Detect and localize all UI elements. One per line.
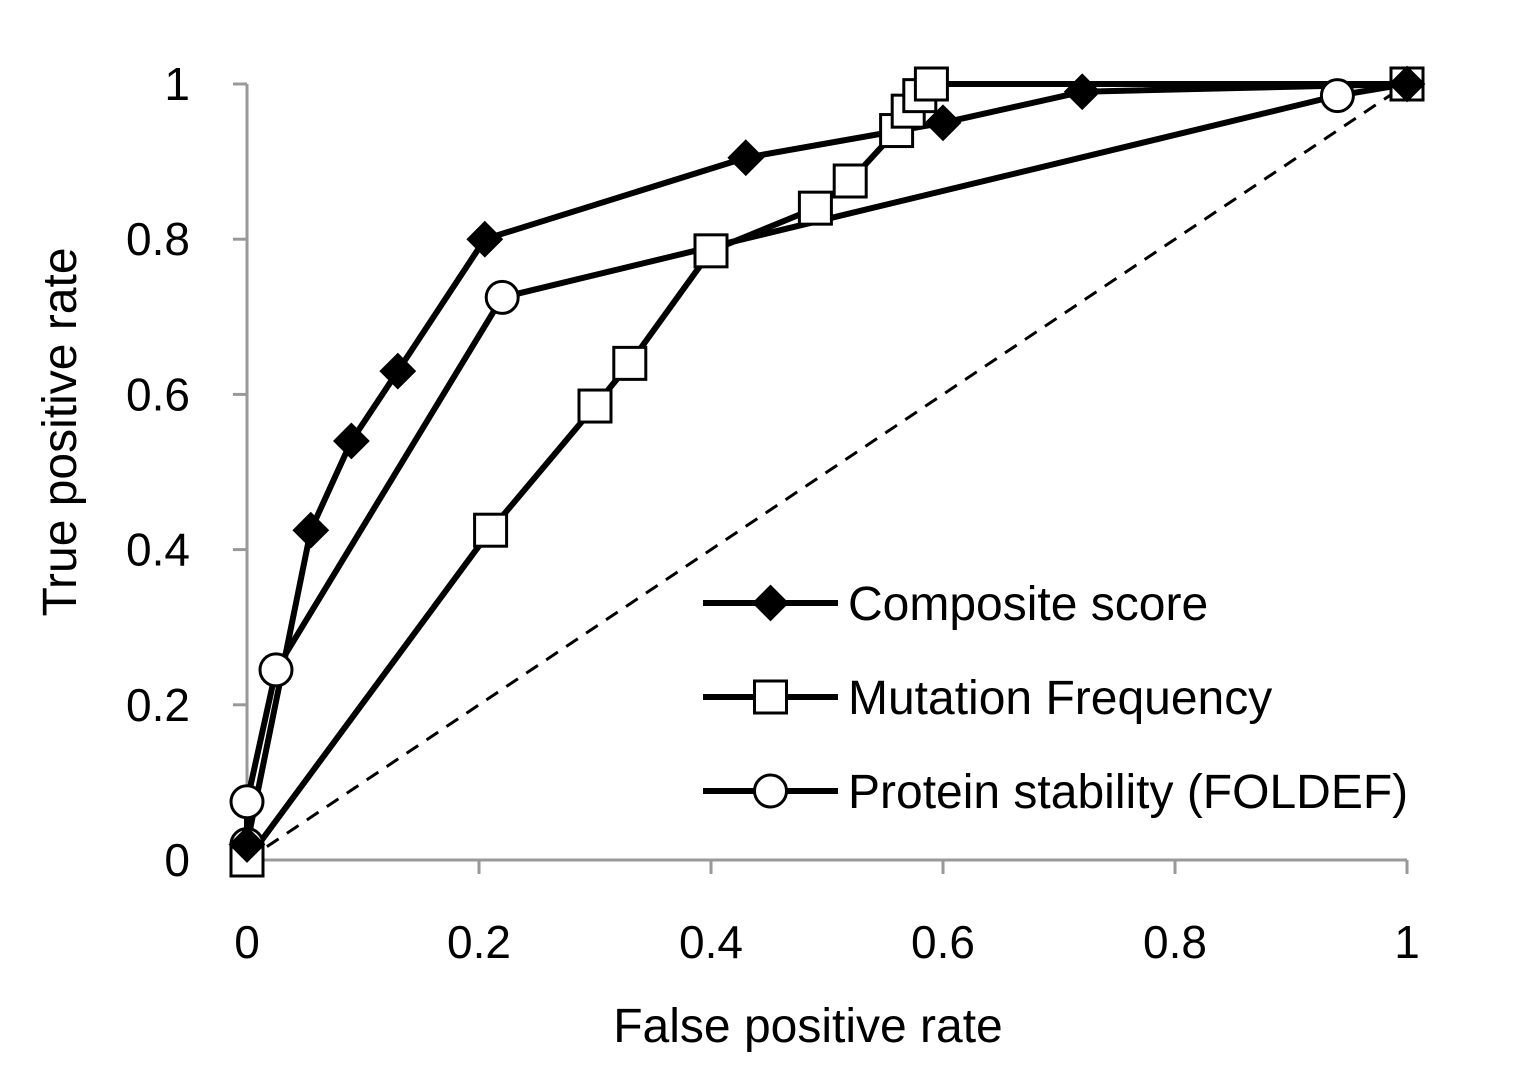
mutation-frequency-point — [473, 512, 509, 548]
legend-marker — [753, 679, 788, 715]
mutation-frequency-point — [797, 190, 833, 226]
mutation-frequency-point — [913, 66, 949, 102]
x-axis-title: False positive rate — [613, 1000, 1003, 1053]
x-tick-label: 1 — [1394, 916, 1420, 968]
x-tick-label: 0 — [234, 916, 260, 968]
legend-item-mutation-frequency: Mutation Frequency — [703, 672, 1272, 725]
composite-score-point — [292, 511, 330, 549]
composite-score-point — [1388, 65, 1426, 103]
protein-stability-foldef-points — [229, 66, 1425, 862]
y-tick-label: 0.6 — [126, 368, 190, 420]
mutation-frequency-point — [693, 233, 729, 269]
composite-score-point — [924, 104, 962, 142]
legend-label: Mutation Frequency — [848, 672, 1272, 725]
legend-item-composite-score: Composite score — [703, 578, 1208, 631]
y-tick-label: 0.2 — [126, 679, 190, 731]
mutation-frequency-point — [612, 345, 648, 381]
x-tick-label: 0.6 — [911, 916, 975, 968]
y-tick-label: 0.8 — [126, 213, 190, 265]
protein-stability-foldef-point — [484, 279, 520, 315]
tick-labels: 0 0.2 0.4 0.6 0.8 1 0 0.2 0.4 0.6 0.8 1 — [126, 58, 1420, 968]
y-tick-label: 0 — [164, 834, 190, 886]
diagonal-reference-line — [246, 82, 1408, 862]
composite-score-point — [379, 352, 417, 390]
composite-score-point — [1063, 73, 1101, 111]
composite-score-point — [332, 422, 370, 460]
legend: Composite score Mutation Frequency Protein… — [703, 578, 1408, 819]
mutation-frequency-point — [832, 163, 868, 199]
protein-stability-foldef-point — [1319, 78, 1355, 114]
mutation-frequency-point — [577, 388, 613, 424]
x-tick-label: 0.4 — [679, 916, 743, 968]
protein-stability-foldef-point — [229, 784, 265, 820]
y-axis-title: True positive rate — [34, 247, 87, 616]
series-markers — [228, 65, 1426, 878]
x-tick-label: 0.2 — [447, 916, 511, 968]
legend-label: Composite score — [848, 578, 1208, 631]
composite-score-point — [466, 220, 504, 258]
composite-score-point — [228, 826, 266, 863]
legend-marker — [753, 773, 788, 809]
composite-score-point — [727, 139, 765, 177]
y-tick-label: 0.4 — [126, 524, 190, 576]
composite-score-points — [228, 65, 1426, 863]
legend-marker — [752, 584, 789, 622]
x-tick-label: 0.8 — [1143, 916, 1207, 968]
axes — [233, 82, 1409, 874]
protein-stability-foldef-point — [258, 652, 294, 688]
y-tick-label: 1 — [164, 58, 190, 110]
legend-item-protein-stability-foldef: Protein stability (FOLDEF) — [703, 766, 1408, 819]
series-group — [228, 65, 1426, 878]
legend-label: Protein stability (FOLDEF) — [848, 766, 1408, 819]
